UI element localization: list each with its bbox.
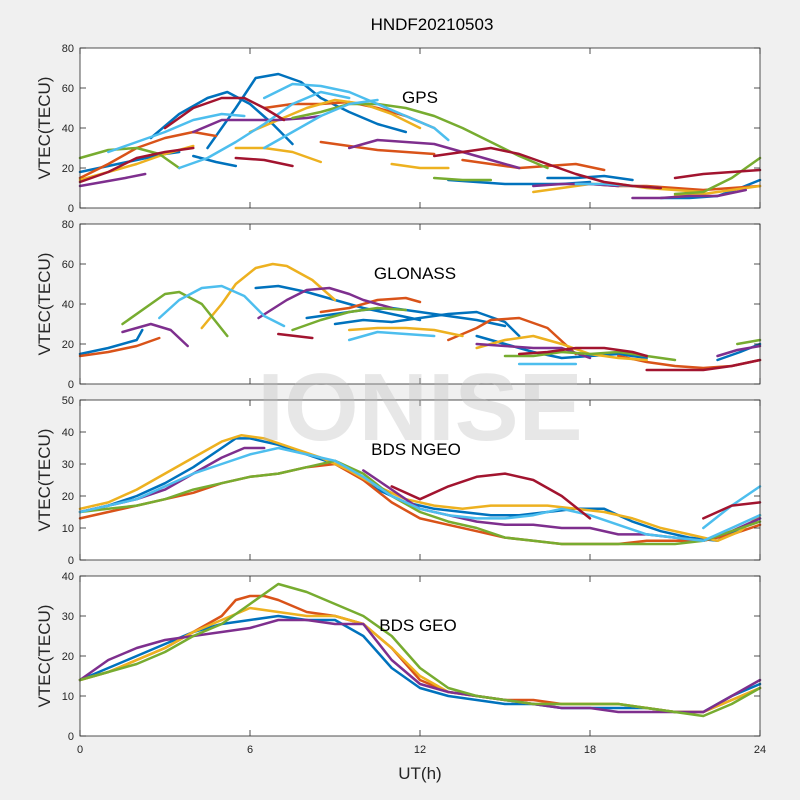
series-line <box>736 338 762 346</box>
series-line <box>277 332 314 340</box>
y-tick-label: 20 <box>62 491 74 503</box>
panel-gps: 0 20 40 60 80 VTEC(TECU) GPS <box>35 43 762 215</box>
series-line <box>192 154 238 168</box>
series-line <box>200 262 337 330</box>
y-tick-label: 80 <box>62 43 74 55</box>
panel-label: GPS <box>402 88 438 107</box>
series-line <box>347 330 436 342</box>
y-axis-label: VTEC(TECU) <box>35 605 54 708</box>
series-line <box>390 472 592 520</box>
series-line <box>319 296 422 314</box>
series-line <box>432 146 663 190</box>
series-line <box>149 90 294 146</box>
panel-bds-geo: 0 10 20 30 40 0 6 12 18 24 VTEC(TECU) BDS GEO <box>35 571 766 756</box>
plot-area <box>80 576 760 736</box>
y-tick-label: 30 <box>62 459 74 471</box>
series-line <box>447 316 578 356</box>
y-axis-label: VTEC(TECU) <box>35 77 54 180</box>
y-tick-label: 30 <box>62 611 74 623</box>
y-tick-label: 40 <box>62 427 74 439</box>
series-line <box>177 90 351 170</box>
x-axis-label: UT(h) <box>398 764 441 783</box>
series-line <box>78 462 762 546</box>
y-tick-label: 40 <box>62 299 74 311</box>
y-tick-label: 0 <box>68 379 74 391</box>
series-line <box>432 176 493 182</box>
series-line <box>475 334 648 360</box>
series-line <box>121 290 229 338</box>
series-line <box>121 322 189 348</box>
series-line <box>78 446 762 543</box>
series-line <box>645 358 762 372</box>
series-line <box>673 168 762 180</box>
y-tick-label: 10 <box>62 523 74 535</box>
x-tick-label: 12 <box>414 744 426 756</box>
series-line <box>78 459 762 546</box>
y-tick-label: 20 <box>62 651 74 663</box>
series-line <box>291 102 549 170</box>
series-line <box>78 130 218 180</box>
series-line <box>78 328 144 356</box>
series-line <box>78 146 181 170</box>
series-line <box>234 146 323 164</box>
y-tick-label: 50 <box>62 395 74 407</box>
series-group <box>78 262 762 372</box>
series-line <box>347 138 521 170</box>
series-line <box>475 342 592 360</box>
watermark: IONISE <box>257 354 582 461</box>
series-line <box>631 188 748 200</box>
series-line <box>234 156 294 168</box>
series-line <box>347 326 464 338</box>
series-line <box>78 582 762 718</box>
y-tick-label: 0 <box>68 731 74 743</box>
y-tick-label: 0 <box>68 203 74 215</box>
series-line <box>107 112 246 154</box>
panel-bds-ngeo: 0 10 20 30 40 50 VTEC(TECU) BDS NGEO <box>35 395 762 567</box>
y-tick-label: 60 <box>62 83 74 95</box>
series-line <box>78 336 161 358</box>
y-tick-label: 80 <box>62 219 74 231</box>
series-line <box>702 501 762 520</box>
y-tick-label: 0 <box>68 555 74 567</box>
x-tick-label: 24 <box>754 744 766 756</box>
series-line <box>291 306 408 332</box>
series-line <box>262 98 379 150</box>
series-group <box>78 72 762 200</box>
series-line <box>475 334 648 362</box>
series-line <box>517 346 648 358</box>
series-line <box>461 158 606 172</box>
series-group <box>78 582 762 718</box>
x-tick-label: 6 <box>247 744 253 756</box>
x-tick-label: 18 <box>584 744 596 756</box>
series-line <box>319 140 436 156</box>
x-tick-label: 0 <box>77 744 83 756</box>
y-axis-label: VTEC(TECU) <box>35 429 54 532</box>
figure-title: HNDF20210503 <box>371 15 494 34</box>
series-line <box>390 162 450 170</box>
y-axis-label: VTEC(TECU) <box>35 253 54 356</box>
series-line <box>257 286 393 320</box>
panel-label: BDS NGEO <box>371 440 461 459</box>
y-tick-label: 20 <box>62 339 74 351</box>
series-line <box>716 344 762 358</box>
y-tick-label: 60 <box>62 259 74 271</box>
panel-label: GLONASS <box>374 264 456 283</box>
series-line <box>78 146 195 184</box>
series-line <box>163 96 286 130</box>
y-tick-label: 10 <box>62 691 74 703</box>
series-line <box>158 284 286 328</box>
panel-label: BDS GEO <box>379 616 456 635</box>
panel-glonass: 0 20 40 60 80 VTEC(TECU) GLONASS <box>35 219 762 391</box>
y-tick-label: 40 <box>62 571 74 583</box>
series-line <box>192 114 323 134</box>
series-group <box>78 433 762 546</box>
series-line <box>78 172 147 188</box>
y-tick-label: 40 <box>62 123 74 135</box>
series-line <box>78 433 762 543</box>
y-tick-label: 20 <box>62 163 74 175</box>
series-line <box>262 82 450 142</box>
series-line <box>673 156 762 196</box>
